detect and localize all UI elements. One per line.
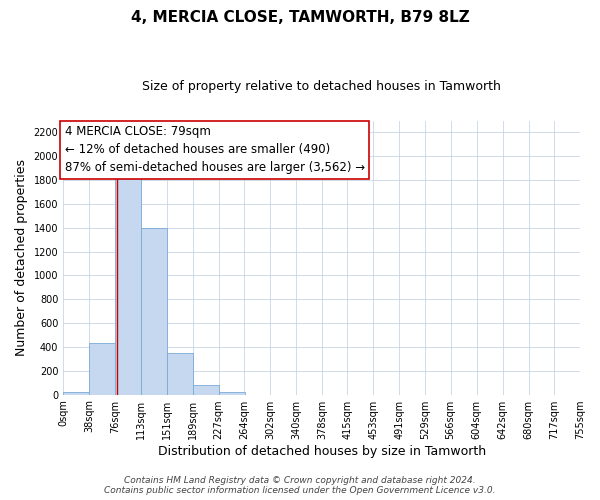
Text: 4, MERCIA CLOSE, TAMWORTH, B79 8LZ: 4, MERCIA CLOSE, TAMWORTH, B79 8LZ xyxy=(131,10,469,25)
Text: Contains HM Land Registry data © Crown copyright and database right 2024.
Contai: Contains HM Land Registry data © Crown c… xyxy=(104,476,496,495)
X-axis label: Distribution of detached houses by size in Tamworth: Distribution of detached houses by size … xyxy=(158,444,485,458)
Bar xyxy=(115,178,141,394)
Bar xyxy=(218,392,245,394)
Bar xyxy=(193,385,218,394)
Y-axis label: Number of detached properties: Number of detached properties xyxy=(15,159,28,356)
Text: 4 MERCIA CLOSE: 79sqm
← 12% of detached houses are smaller (490)
87% of semi-det: 4 MERCIA CLOSE: 79sqm ← 12% of detached … xyxy=(65,126,365,174)
Bar xyxy=(140,228,167,394)
Title: Size of property relative to detached houses in Tamworth: Size of property relative to detached ho… xyxy=(142,80,501,93)
Bar xyxy=(167,353,193,395)
Bar xyxy=(89,344,115,394)
Bar xyxy=(63,392,89,394)
